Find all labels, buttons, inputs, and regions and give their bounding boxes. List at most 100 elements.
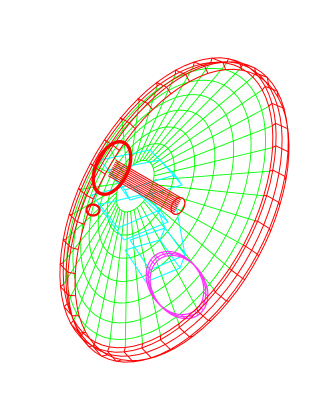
bracket-edge [149, 149, 161, 161]
rim-segment [261, 85, 279, 98]
rim-segment [252, 72, 270, 85]
rim-segment [92, 341, 108, 357]
feed-collar [93, 142, 131, 194]
rim-segment [137, 97, 153, 110]
feed-ring-tick [159, 304, 164, 309]
mesh-spoke [81, 182, 120, 190]
mesh-spoke [132, 86, 158, 165]
feed-ring-tick [149, 289, 154, 295]
mesh-spoke [145, 62, 228, 161]
mesh-spoke [147, 67, 242, 162]
feed-lug [86, 204, 100, 216]
rim-segment [226, 58, 243, 71]
mesh-spoke [130, 211, 144, 344]
rim-segment [159, 335, 175, 351]
mesh-spoke [150, 76, 254, 164]
feed-ring-tick [190, 261, 195, 266]
feed-ring-tick [175, 252, 181, 258]
rim-segment [106, 346, 123, 362]
feed-collar [92, 141, 132, 195]
mesh-spoke [63, 196, 117, 263]
mesh-spoke [133, 209, 162, 336]
mesh-spoke [151, 89, 263, 166]
cylinder-line [113, 164, 180, 204]
rim-segment [62, 238, 79, 250]
bracket-edge [124, 189, 131, 201]
mesh-spoke [153, 170, 270, 181]
rim-segment [174, 69, 190, 82]
mesh-spoke [153, 125, 273, 173]
rim-segment [141, 343, 157, 359]
feed-ring-tick [203, 291, 209, 297]
mesh-spoke [73, 206, 119, 321]
rim-segment [254, 220, 272, 232]
mesh-ring [65, 67, 267, 340]
feed-collar [91, 140, 133, 196]
rim-segment [178, 323, 194, 338]
feed-ring-tick [195, 267, 201, 273]
mesh-spoke [136, 207, 180, 324]
feed-ring-tick [165, 309, 171, 315]
feed-ring-tick [202, 283, 208, 289]
cylinder-line [108, 173, 176, 213]
feed-ring-tick [183, 255, 189, 261]
feed-ring [145, 250, 209, 320]
rim-segment [79, 332, 96, 348]
cylinder-line [107, 175, 175, 215]
mesh-spoke [121, 120, 128, 171]
rim-segment [123, 347, 139, 363]
bracket-edge [174, 174, 183, 186]
rim-segment [271, 122, 289, 135]
cylinder-line [109, 171, 177, 211]
mesh-spoke [124, 211, 128, 348]
outer-rim [59, 57, 290, 363]
mesh-spoke [153, 147, 273, 177]
rim-segment [104, 139, 120, 151]
mount-bracket [91, 149, 186, 283]
rim-segment [240, 63, 257, 76]
cylinder-line [114, 161, 182, 201]
rim-segment [70, 319, 86, 334]
feed-ring-tick [155, 254, 160, 260]
rim-segment [196, 308, 212, 322]
feed-ring-tick [180, 314, 186, 319]
mesh-spoke [150, 188, 256, 222]
cylinder-line [110, 170, 177, 210]
feed-ring-tick [161, 251, 167, 257]
feed-ring-tick [173, 312, 179, 318]
mesh-spoke [153, 106, 270, 169]
mesh-spoke [146, 197, 230, 269]
rim-segment [68, 213, 85, 225]
rim-segment [119, 116, 136, 130]
feed-lug [85, 203, 101, 217]
mesh-spoke [63, 200, 117, 285]
mesh-spoke [140, 204, 198, 309]
feed-ring-tick [146, 281, 152, 287]
mesh-spoke [139, 66, 194, 162]
rim-segment [63, 303, 80, 317]
feed-cylinder [85, 140, 186, 217]
rim-edge [65, 61, 283, 357]
cylinder-line [115, 159, 183, 199]
rim-segment [263, 194, 281, 206]
rim-segment [59, 283, 76, 297]
feed-ring-tick [168, 251, 174, 256]
feed-ring-tick [145, 273, 151, 279]
cylinder-cap [170, 197, 186, 215]
cylinder-line [113, 163, 181, 203]
bracket-edge [174, 199, 186, 256]
cylinder-line [112, 166, 179, 206]
mesh-ring [80, 94, 235, 304]
feed-ring-tick [150, 259, 156, 265]
rim-segment [156, 81, 172, 95]
rim-segment [210, 57, 227, 70]
cylinder-line [111, 168, 178, 208]
mesh-spoke [152, 184, 264, 197]
rim-segment [268, 102, 286, 115]
feed-ring-tick [147, 265, 152, 271]
rim-segment [213, 289, 229, 302]
mesh-spoke [108, 211, 126, 347]
rim-segment [192, 61, 209, 74]
